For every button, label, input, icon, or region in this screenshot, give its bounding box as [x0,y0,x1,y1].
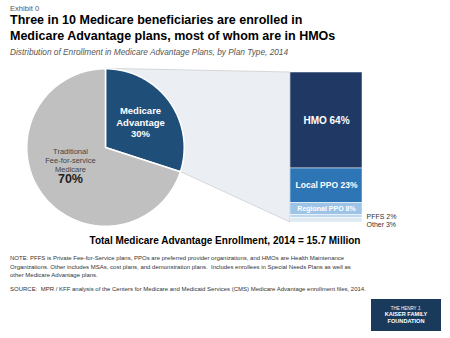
html-text:KAISER FAMILY: KAISER FAMILY [384,311,428,318]
html-text:NOTE: PFFS is Private Fee-for-: NOTE: PFFS is Private Fee-for-Service pl… [10,255,351,279]
html-text:SOURCE: MPR / KFF analysis of: SOURCE: MPR / KFF analysis of the Center… [10,286,366,292]
svg-text:MedicareAdvantage30%: MedicareAdvantage30% [116,105,165,139]
html-text:Distribution of Enrollment in: Distribution of Enrollment in Medicare A… [10,47,289,57]
html-text:Three in 10 Medicare beneficia: Three in 10 Medicare beneficiaries are e… [10,13,336,43]
svg-text:TraditionalFee-for-serviceMedi: TraditionalFee-for-serviceMedicare [45,147,95,174]
svg-text:Other 3%: Other 3% [367,221,397,228]
html-text:THE HENRY J.: THE HENRY J. [390,306,422,311]
html-text:Total Medicare Advantage Enrol: Total Medicare Advantage Enrollment, 201… [89,235,361,246]
svg-text:PFFS 2%: PFFS 2% [367,213,397,220]
html-text:Exhibit 0: Exhibit 0 [10,4,40,13]
html-text:FOUNDATION: FOUNDATION [387,317,425,324]
svg-text:Regional PPO 8%: Regional PPO 8% [297,205,356,213]
svg-text:HMO 64%: HMO 64% [303,115,349,126]
svg-text:70%: 70% [58,172,83,186]
svg-text:Local PPO 23%: Local PPO 23% [296,180,358,190]
